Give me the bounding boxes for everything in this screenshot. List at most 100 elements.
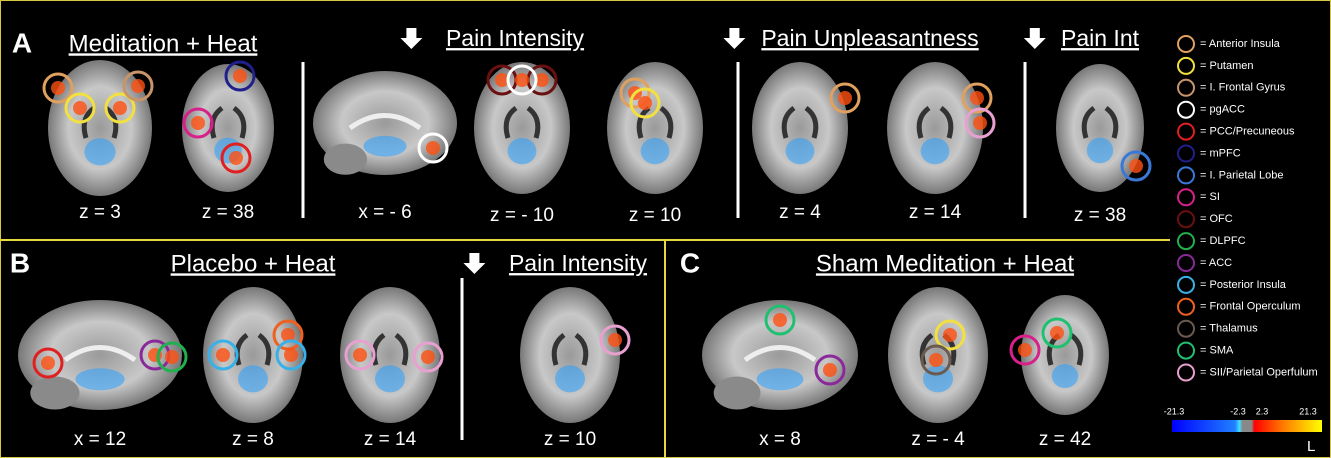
roi-circle xyxy=(814,354,846,386)
panel-title: Meditation + Heat xyxy=(69,30,258,57)
slice-label: x = - 6 xyxy=(358,202,411,223)
activation xyxy=(507,137,537,165)
slice-label: z = 38 xyxy=(202,202,254,223)
colorbar-label: -21.3 xyxy=(1164,406,1185,416)
legend-swatch xyxy=(1177,341,1195,360)
roi-circle xyxy=(506,64,538,96)
activation-spot xyxy=(773,313,787,327)
activation xyxy=(84,138,116,166)
ventricles xyxy=(1081,105,1119,139)
roi-circle xyxy=(207,339,239,371)
brain-axial xyxy=(1056,64,1144,192)
colorbar xyxy=(1172,420,1322,432)
roi-circle xyxy=(32,347,64,379)
legend-label: = OFC xyxy=(1200,213,1233,225)
legend-label: = Posterior Insula xyxy=(1200,279,1287,291)
arrow xyxy=(400,28,423,49)
legend-label: = Anterior Insula xyxy=(1200,38,1281,50)
legend-label: = ACC xyxy=(1200,257,1232,269)
roi-circle xyxy=(42,72,74,104)
activation-spot xyxy=(113,101,127,115)
roi-circle xyxy=(122,70,154,102)
panel-letter: C xyxy=(680,247,700,278)
arrow xyxy=(723,28,746,49)
activation xyxy=(1086,137,1114,164)
roi-circle xyxy=(629,87,661,119)
activation xyxy=(75,368,125,391)
brain-axial xyxy=(607,62,703,194)
subtitle: Pain Int xyxy=(1061,25,1140,51)
colorbar-label: 21.3 xyxy=(1299,406,1317,416)
slice-label: z = 8 xyxy=(232,429,274,450)
activation-spot xyxy=(823,363,837,377)
ventricles xyxy=(234,332,272,366)
cerebellum xyxy=(30,376,80,410)
legend-label: = DLPFC xyxy=(1200,235,1246,247)
activation-spot xyxy=(608,333,622,347)
ventricles xyxy=(371,332,409,366)
activation xyxy=(363,135,407,157)
roi-circle xyxy=(1009,334,1041,366)
legend-swatch xyxy=(1177,254,1195,272)
roi-circle xyxy=(920,344,952,376)
brain-axial xyxy=(887,62,983,194)
activation-spot xyxy=(970,91,984,105)
slice-label: z = 38 xyxy=(1074,205,1126,226)
slice-label: z = 10 xyxy=(629,205,681,226)
ventricles xyxy=(551,332,589,366)
slice-label: z = 4 xyxy=(779,202,821,223)
roi-circle xyxy=(156,341,188,373)
slice-label: z = 10 xyxy=(544,429,596,450)
legend-label: = mPFC xyxy=(1200,147,1241,159)
activation-spot xyxy=(838,91,852,105)
legend-label: = SI xyxy=(1200,191,1220,203)
panel-title: Placebo + Heat xyxy=(171,250,336,277)
legend-label: = Putamen xyxy=(1200,60,1254,72)
panel-letter: A xyxy=(12,27,32,58)
roi-circle xyxy=(934,319,966,351)
slice-label: z = 3 xyxy=(79,202,121,223)
activation-spot xyxy=(638,96,652,110)
roi-circle xyxy=(344,339,376,371)
roi-circle xyxy=(417,132,449,164)
legend-swatch xyxy=(1177,232,1195,251)
activation-spot xyxy=(1050,326,1064,340)
subtitle: Pain Unpleasantness xyxy=(761,25,978,51)
legend-swatch xyxy=(1177,122,1195,141)
activation-spot xyxy=(284,348,298,362)
activation-spot xyxy=(929,353,943,367)
slice-label: z = 14 xyxy=(364,429,417,450)
ventricles xyxy=(503,105,541,139)
activation-spot xyxy=(353,348,367,362)
roi-circle xyxy=(275,339,307,371)
legend-label: = Frontal Operculum xyxy=(1200,301,1301,313)
activation-spot xyxy=(131,79,145,93)
activation-spot xyxy=(1018,343,1032,357)
activation-spot xyxy=(41,356,55,370)
slice-label: x = 12 xyxy=(74,429,126,450)
activation xyxy=(238,365,268,393)
activation-spot xyxy=(515,73,529,87)
legend-swatch xyxy=(1177,319,1195,338)
activation-spot xyxy=(421,350,435,364)
activation-spot xyxy=(73,101,87,115)
legend-swatch xyxy=(1177,188,1195,207)
roi-circle xyxy=(182,107,214,139)
activation xyxy=(375,365,405,393)
panel-title: Sham Meditation + Heat xyxy=(816,250,1074,277)
ventricles xyxy=(916,105,954,139)
legend-label: = SII/Parietal Operfulum xyxy=(1200,366,1318,378)
legend-swatch xyxy=(1177,35,1195,53)
roi-circle xyxy=(764,304,796,336)
activation-spot xyxy=(281,328,295,342)
roi-circle xyxy=(224,60,256,92)
roi-circle xyxy=(104,92,136,124)
roi-circle xyxy=(829,82,861,114)
arrow xyxy=(463,253,486,274)
activation-spot xyxy=(233,69,247,83)
activation-spot xyxy=(1129,159,1143,173)
legend-swatch xyxy=(1177,275,1195,294)
activation xyxy=(920,137,950,165)
corpus-callosum xyxy=(63,345,137,363)
brain-axial xyxy=(1021,295,1109,415)
